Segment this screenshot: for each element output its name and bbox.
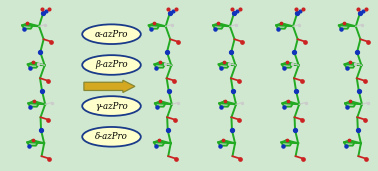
Text: β-azPro: β-azPro	[95, 61, 128, 69]
Ellipse shape	[82, 24, 141, 44]
Ellipse shape	[82, 127, 141, 147]
Text: δ-azPro: δ-azPro	[95, 132, 128, 141]
Text: γ-azPro: γ-azPro	[95, 102, 128, 110]
Ellipse shape	[82, 96, 141, 116]
Text: α-azPro: α-azPro	[95, 30, 128, 39]
Ellipse shape	[82, 55, 141, 75]
FancyArrow shape	[84, 80, 135, 93]
